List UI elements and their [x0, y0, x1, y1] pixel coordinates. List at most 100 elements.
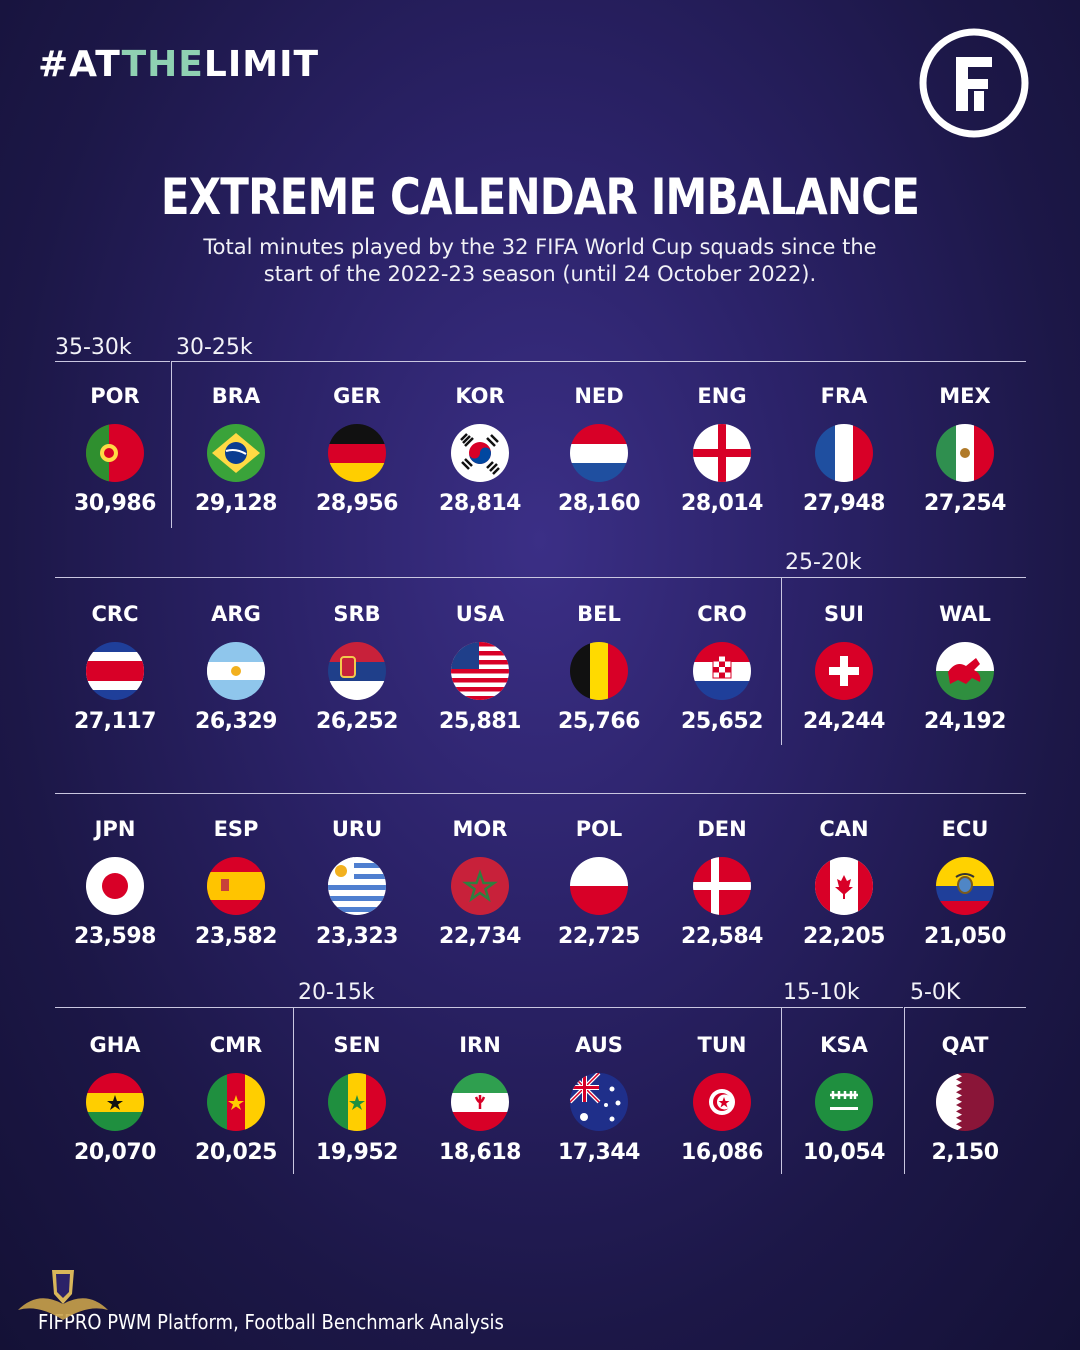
divider-line — [55, 793, 1026, 794]
bra-flag-icon — [207, 424, 265, 482]
tun-flag-icon — [693, 1073, 751, 1131]
group-label-30-25k: 30-25k — [176, 335, 253, 360]
divider-vertical — [904, 1007, 905, 1174]
divider-line — [782, 1007, 903, 1008]
team-minutes: 18,618 — [439, 1140, 521, 1165]
team-minutes: 20,025 — [195, 1140, 277, 1165]
team-minutes: 28,814 — [439, 491, 521, 516]
fifpro-logo — [919, 28, 1029, 138]
por-flag-icon — [86, 424, 144, 482]
team-cell-ksa: KSA 10,054 — [784, 1032, 904, 1172]
team-code: NED — [574, 384, 624, 408]
divider-line — [55, 1007, 293, 1008]
team-minutes: 20,070 — [74, 1140, 156, 1165]
can-flag-icon — [815, 857, 873, 915]
team-code: AUS — [575, 1033, 623, 1057]
qat-flag-icon — [936, 1073, 994, 1131]
aus-flag-icon — [570, 1073, 628, 1131]
page-subtitle: Total minutes played by the 32 FIFA Worl… — [150, 234, 930, 288]
team-minutes: 22,205 — [803, 924, 885, 949]
team-cell-pol: POL 22,725 — [539, 816, 659, 956]
team-cell-bel: BEL 25,766 — [539, 601, 659, 741]
team-code: SRB — [333, 602, 381, 626]
team-minutes: 16,086 — [681, 1140, 763, 1165]
team-cell-gha: GHA 20,070 — [55, 1032, 175, 1172]
page-title: EXTREME CALENDAR IMBALANCE — [160, 168, 920, 226]
ger-flag-icon — [328, 424, 386, 482]
ned-flag-icon — [570, 424, 628, 482]
hashtag-part-2: THE — [121, 44, 204, 85]
team-cell-qat: QAT 2,150 — [905, 1032, 1025, 1172]
team-cell-usa: USA 25,881 — [420, 601, 540, 741]
group-label-35-30k: 35-30k — [55, 335, 132, 360]
hashtag-part-1: #AT — [38, 44, 122, 85]
team-code: CRO — [697, 602, 747, 626]
divider-vertical — [293, 1007, 294, 1174]
team-minutes: 27,948 — [803, 491, 885, 516]
sui-flag-icon — [815, 642, 873, 700]
team-code: ESP — [213, 817, 259, 841]
team-code: GER — [333, 384, 381, 408]
uru-flag-icon — [328, 857, 386, 915]
divider-line — [905, 1007, 1026, 1008]
arg-flag-icon — [207, 642, 265, 700]
subtitle-line-1: Total minutes played by the 32 FIFA Worl… — [203, 235, 877, 259]
team-minutes: 23,598 — [74, 924, 156, 949]
team-code: BEL — [577, 602, 621, 626]
team-minutes: 24,192 — [924, 709, 1006, 734]
pol-flag-icon — [570, 857, 628, 915]
fra-flag-icon — [815, 424, 873, 482]
team-cell-tun: TUN 16,086 — [662, 1032, 782, 1172]
team-cell-mor: MOR 22,734 — [420, 816, 540, 956]
sen-flag-icon — [328, 1073, 386, 1131]
team-cell-esp: ESP 23,582 — [176, 816, 296, 956]
team-cell-mex: MEX 27,254 — [905, 383, 1025, 523]
team-code: WAL — [939, 602, 991, 626]
cro-flag-icon — [693, 642, 751, 700]
irn-flag-icon — [451, 1073, 509, 1131]
team-minutes: 19,952 — [316, 1140, 398, 1165]
gha-flag-icon — [86, 1073, 144, 1131]
team-code: POR — [90, 384, 140, 408]
srb-flag-icon — [328, 642, 386, 700]
divider-vertical — [781, 1007, 782, 1174]
team-code: CMR — [209, 1033, 263, 1057]
jpn-flag-icon — [86, 857, 144, 915]
team-minutes: 28,014 — [681, 491, 763, 516]
team-code: SUI — [824, 602, 864, 626]
eng-flag-icon — [693, 424, 751, 482]
team-code: SEN — [333, 1033, 381, 1057]
team-cell-por: POR 30,986 — [55, 383, 175, 523]
team-minutes: 22,584 — [681, 924, 763, 949]
team-minutes: 27,254 — [924, 491, 1006, 516]
divider-line — [294, 1007, 781, 1008]
team-minutes: 25,881 — [439, 709, 521, 734]
team-cell-ger: GER 28,956 — [297, 383, 417, 523]
kor-flag-icon — [451, 424, 509, 482]
team-minutes: 28,956 — [316, 491, 398, 516]
team-code: IRN — [459, 1033, 501, 1057]
team-minutes: 27,117 — [74, 709, 156, 734]
team-minutes: 29,128 — [195, 491, 277, 516]
team-code: URU — [331, 817, 383, 841]
hashtag-title: #ATTHELIMIT — [38, 44, 319, 85]
source-credit: FIFPRO PWM Platform, Football Benchmark … — [38, 1310, 504, 1334]
team-minutes: 25,652 — [681, 709, 763, 734]
team-cell-eng: ENG 28,014 — [662, 383, 782, 523]
team-code: JPN — [94, 817, 136, 841]
team-code: MEX — [939, 384, 991, 408]
group-label-25-20k: 25-20k — [785, 550, 862, 575]
divider-vertical — [781, 577, 782, 745]
team-code: POL — [575, 817, 623, 841]
divider-line — [171, 361, 1026, 362]
team-code: KOR — [455, 384, 505, 408]
team-code: BRA — [211, 384, 261, 408]
mex-flag-icon — [936, 424, 994, 482]
team-minutes: 23,582 — [195, 924, 277, 949]
bel-flag-icon — [570, 642, 628, 700]
mor-flag-icon — [451, 857, 509, 915]
team-cell-fra: FRA 27,948 — [784, 383, 904, 523]
divider-vertical — [171, 361, 172, 528]
cmr-flag-icon — [207, 1073, 265, 1131]
usa-flag-icon — [451, 642, 509, 700]
